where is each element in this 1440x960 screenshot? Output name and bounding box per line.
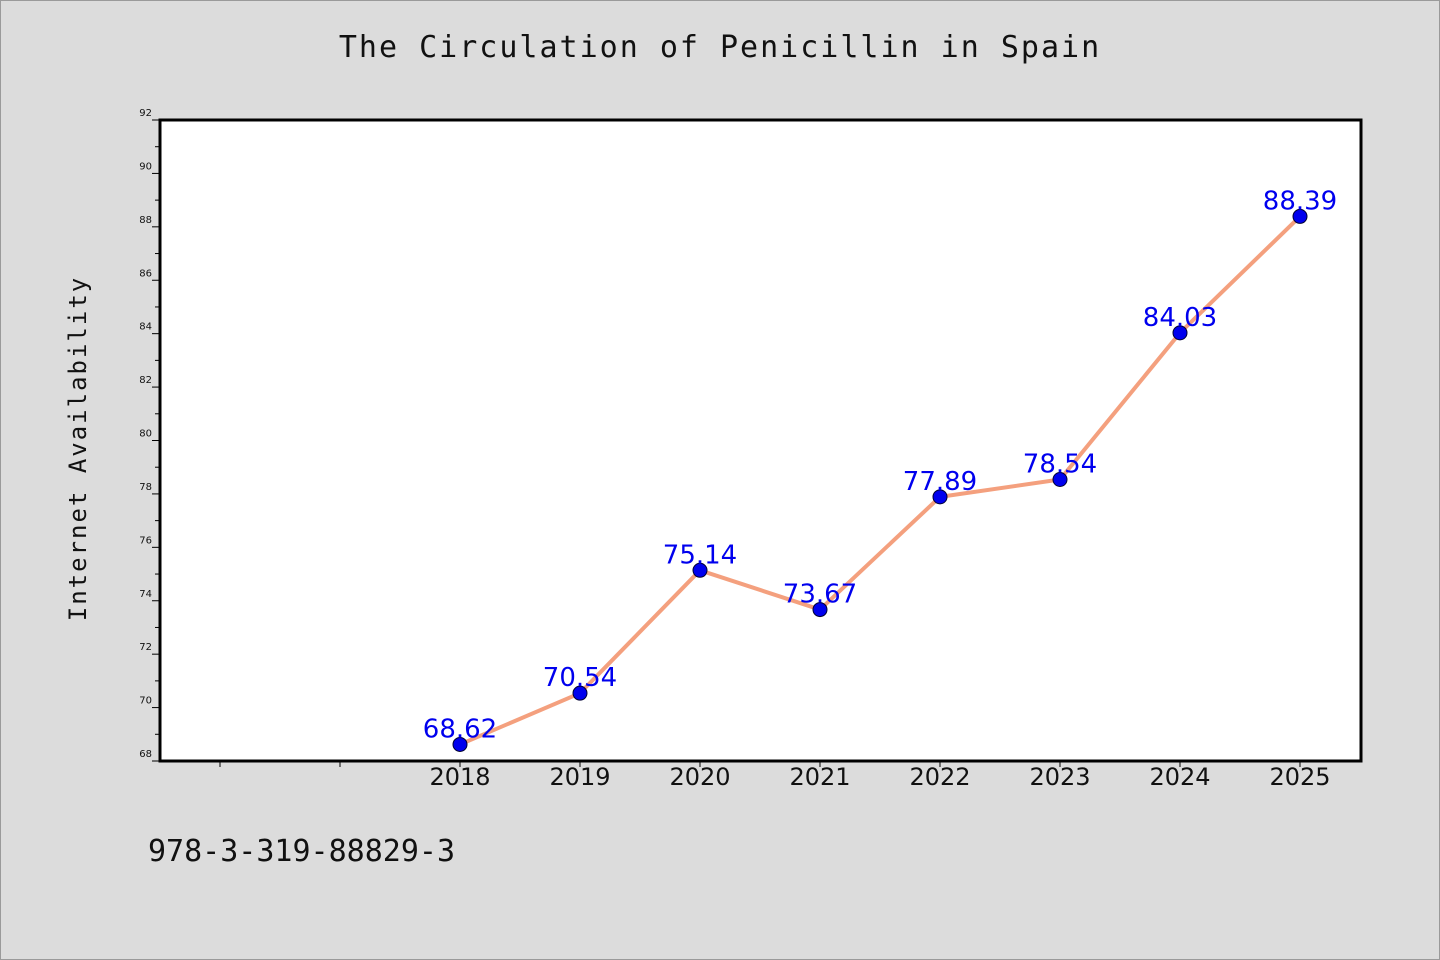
y-tick-label: 70 [139,696,152,707]
y-tick-label: 92 [139,108,152,119]
y-tick-label: 68 [139,749,152,760]
y-tick-label: 74 [139,589,152,600]
data-label: 78.54 [1023,449,1097,479]
data-point [452,736,468,752]
x-tick-label: 2022 [909,763,970,791]
data-point [1052,471,1068,487]
y-tick-label: 72 [139,642,152,653]
plot-area [160,120,1361,761]
x-tick-label: 2020 [669,763,730,791]
x-tick-label: 2023 [1029,763,1090,791]
y-axis-label: Internet Availability [64,276,92,621]
y-tick-label: 90 [139,161,152,172]
data-label: 68.62 [423,714,497,744]
data-label: 73.67 [783,580,857,610]
data-point [1172,325,1188,341]
y-tick-label: 84 [139,322,152,333]
data-point [692,562,708,578]
x-tick-label: 2019 [549,763,610,791]
chart-title: The Circulation of Penicillin in Spain [338,30,1102,65]
data-label: 70.54 [543,663,617,693]
y-tick-label: 78 [139,482,152,493]
y-tick-label: 88 [139,215,152,226]
y-tick-label: 82 [139,375,152,386]
y-tick-label: 86 [139,268,152,279]
data-label: 84.03 [1143,303,1217,333]
data-label: 88.39 [1263,186,1337,216]
data-label: 75.14 [663,540,737,570]
isbn-text: 978-3-319-88829-3 [148,834,456,869]
data-label: 77.89 [903,467,977,497]
x-tick-label: 2024 [1149,763,1210,791]
series-line [458,214,1302,747]
data-point [932,489,948,505]
x-tick-label: 2025 [1269,763,1330,791]
data-point [1292,208,1308,224]
y-tick-label: 80 [139,429,152,440]
x-tick-label: 2021 [789,763,850,791]
data-point [812,602,828,618]
data-point [572,685,588,701]
x-tick-label: 2018 [429,763,490,791]
y-tick-label: 76 [139,535,152,546]
